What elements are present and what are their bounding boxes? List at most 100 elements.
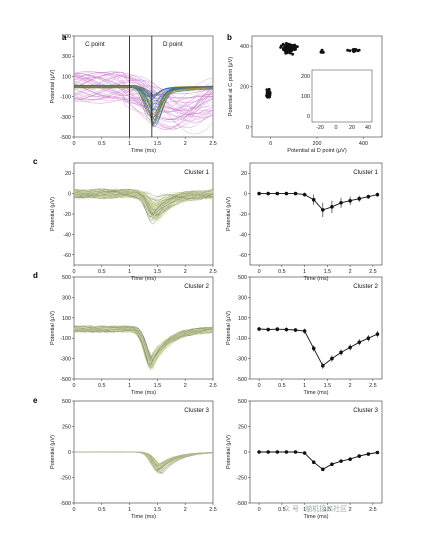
d2-x-tick-label: 0	[258, 383, 261, 389]
d-x-tick-label: 2.5	[209, 383, 217, 389]
e-x-tick-label: 2	[184, 507, 187, 513]
b-inset-x-tick-label: 40	[365, 125, 371, 131]
c-y-tick-label: 0	[68, 192, 71, 198]
a-y-tick-label: 300	[62, 54, 71, 60]
b-point	[291, 52, 294, 56]
b-point	[290, 47, 294, 51]
a-trace-group	[73, 71, 214, 135]
c2-x-tick-label: 2.5	[369, 269, 377, 275]
b-y-axis-label: Potential at C point (μV)	[228, 57, 234, 117]
b-x-axis-label: Potential at D point (μV)	[287, 148, 347, 154]
a-trace	[73, 79, 214, 108]
c2-mean-point	[375, 192, 380, 197]
e2-mean-point	[339, 459, 343, 463]
c-trace	[74, 188, 214, 204]
d-y-tick-label: 100	[62, 316, 71, 322]
b-y-tick-label: 400	[240, 44, 249, 50]
b-inset-y-tick-label: 200	[301, 74, 310, 80]
d2-mean-line	[259, 328, 378, 367]
c2-x-tick-label: 0	[258, 269, 261, 275]
e2-mean-point	[302, 451, 307, 455]
c-x-tick-label: 1.5	[154, 269, 162, 275]
d2-x-tick-label: 1	[303, 383, 306, 389]
e2-x-tick-label: 0	[258, 507, 261, 513]
c2-mean-point	[321, 208, 325, 212]
a-trace	[74, 87, 214, 128]
c2-x-tick-label: 2	[349, 269, 352, 275]
d-trace	[73, 325, 214, 366]
c-plot-frame	[73, 162, 214, 266]
a-c-point-label: C point	[85, 41, 105, 48]
e2-x-tick-label: 0.5	[278, 507, 286, 513]
d2-mean-point	[311, 346, 316, 351]
e-y-tick-label: 250	[62, 425, 71, 431]
a-trace	[74, 85, 214, 125]
b-point	[320, 49, 324, 52]
d-x-axis-label: Time (ms)	[131, 390, 156, 396]
d-y-axis-label: Potential (μV)	[50, 311, 56, 345]
a-y-axis-label: Potential (μV)	[50, 69, 56, 103]
e2-mean-point	[330, 462, 334, 467]
e-y-tick-label: 500	[62, 399, 71, 405]
c2-y-tick-label: 0	[244, 192, 247, 198]
d-y-tick-label: -500	[60, 377, 71, 383]
a-trace	[74, 87, 214, 127]
d-y-tick-label: 500	[62, 275, 71, 281]
c-x-tick-label: 1	[128, 269, 131, 275]
a-y-tick-label: 100	[62, 74, 71, 80]
c-y-tick-label: -60	[63, 253, 71, 259]
e2-x-tick-label: 1.5	[324, 507, 332, 513]
c2-mean-point	[284, 191, 289, 196]
a-trace	[73, 75, 214, 122]
d2-y-tick-label: -100	[236, 336, 247, 342]
b-point	[268, 95, 271, 99]
e-x-tick-label: 1	[128, 507, 131, 513]
e2-mean-point	[257, 450, 261, 454]
e2-mean-point	[348, 457, 352, 461]
c2-mean-point	[293, 191, 298, 196]
e2-y-tick-label: 250	[238, 425, 247, 431]
b-point	[284, 51, 288, 55]
a-x-tick-label: 2.5	[209, 141, 217, 147]
c2-mean-point	[357, 196, 362, 201]
e2-y-tick-label: 0	[244, 450, 247, 456]
c-y-tick-label: -20	[63, 212, 71, 218]
b-y-tick-label: 0	[246, 125, 249, 131]
b-point	[281, 42, 285, 46]
d2-mean-point	[357, 340, 362, 345]
d2-mean-point	[275, 327, 280, 332]
c2-mean-point	[330, 205, 334, 209]
c2-mean-point	[311, 197, 316, 202]
c-x-tick-label: 0.5	[98, 269, 106, 275]
c-x-tick-label: 2	[184, 269, 187, 275]
a-x-tick-label: 2	[184, 141, 187, 147]
a-y-tick-label: 500	[62, 34, 71, 40]
b-inset-y-tick-label: 100	[301, 94, 310, 100]
c2-mean-point	[275, 191, 280, 196]
d2-plot-frame	[249, 276, 383, 380]
e2-y-axis-label: Potential (μV)	[226, 435, 232, 469]
b-point	[284, 49, 287, 53]
b-point	[355, 48, 358, 52]
d2-mean-point	[293, 328, 298, 332]
d-y-tick-label: -100	[60, 336, 71, 342]
e-trace	[73, 451, 214, 471]
e2-y-tick-label: -250	[236, 476, 247, 482]
d2-mean-point	[302, 329, 307, 333]
c2-x-tick-label: 1.5	[324, 269, 332, 275]
c-x-axis-label: Time (ms)	[131, 276, 156, 282]
e2-mean-point	[357, 454, 362, 458]
d-x-tick-label: 1.5	[154, 383, 162, 389]
e-trace	[74, 451, 214, 467]
e-x-tick-label: 0	[73, 507, 76, 513]
d2-y-axis-label: Potential (μV)	[226, 311, 232, 345]
e2-mean-point	[266, 450, 271, 454]
b-inset-x-tick-label: -20	[316, 125, 324, 131]
d-y-tick-label: -300	[60, 357, 71, 363]
d-x-tick-label: 2	[184, 383, 187, 389]
panel-label-b: b	[227, 33, 232, 42]
d2-x-tick-label: 1.5	[324, 383, 332, 389]
d-trace	[73, 325, 214, 365]
d-x-tick-label: 0	[73, 383, 76, 389]
